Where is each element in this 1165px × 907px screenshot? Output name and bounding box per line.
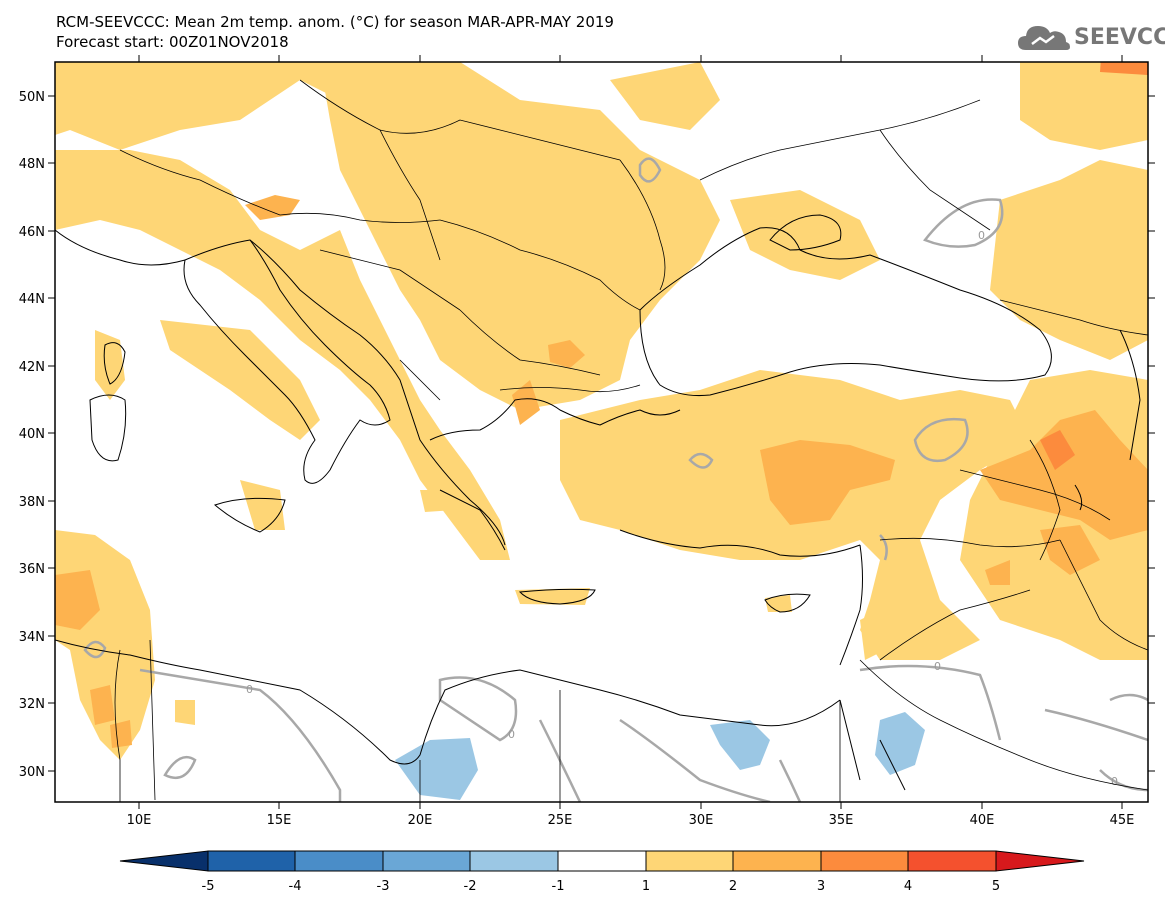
lon-label: 45E — [1110, 813, 1135, 828]
colorbar-tick-label: 2 — [729, 879, 737, 894]
colorbar-segment — [557, 850, 647, 872]
colorbar-segment — [732, 850, 822, 872]
borders — [114, 79, 1148, 802]
colorbar-tick-label: -1 — [552, 879, 565, 894]
lat-label: 50N — [19, 90, 45, 105]
lon-label: 25E — [548, 813, 573, 828]
colorbar-segment — [294, 850, 384, 872]
colorbar: -5 -4 -3 -2 -1 1 2 3 4 5 — [119, 850, 1085, 894]
lat-label: 48N — [19, 157, 45, 172]
cloud-icon — [1018, 26, 1070, 50]
lon-label: 40E — [970, 813, 995, 828]
lat-label: 44N — [19, 292, 45, 307]
colorbar-tick-label: 1 — [642, 879, 650, 894]
lat-label: 46N — [19, 225, 45, 240]
contour-label: 0 — [978, 229, 985, 242]
lon-label: 15E — [267, 813, 292, 828]
colorbar-segment — [382, 850, 471, 872]
lat-label: 32N — [19, 697, 45, 712]
lon-label: 10E — [127, 813, 152, 828]
lon-label: 30E — [689, 813, 714, 828]
lon-label: 35E — [829, 813, 854, 828]
contour-label: 0 — [1111, 775, 1118, 788]
latitude-axis: 50N 48N 46N 44N 42N 40N 38N 36N 34N 32N … — [19, 90, 1155, 780]
lat-label: 36N — [19, 562, 45, 577]
seevccc-logo: SEEVCCC — [1016, 20, 1165, 56]
lat-label: 34N — [19, 630, 45, 645]
lat-label: 38N — [19, 495, 45, 510]
colorbar-tick-label: -3 — [377, 879, 390, 894]
map-title: RCM-SEEVCCC: Mean 2m temp. anom. (°C) fo… — [56, 12, 614, 52]
colorbar-tick-label: -2 — [464, 879, 477, 894]
colorbar-tick-label: 3 — [817, 879, 825, 894]
colorbar-tick-label: 5 — [992, 879, 1000, 894]
contour-label: 0 — [246, 683, 253, 696]
colorbar-segment — [469, 850, 559, 872]
anomaly-2-3-areas — [55, 195, 1148, 748]
lon-label: 20E — [408, 813, 433, 828]
colorbar-tick-label: -5 — [202, 879, 215, 894]
colorbar-tick-label: -4 — [289, 879, 302, 894]
colorbar-tick-label: 4 — [904, 879, 912, 894]
anomaly-neg-areas — [395, 712, 925, 800]
contour-label: 0 — [934, 660, 941, 673]
coastlines — [55, 214, 1141, 791]
title-line-1: RCM-SEEVCCC: Mean 2m temp. anom. (°C) fo… — [56, 13, 614, 31]
colorbar-segment — [995, 850, 1085, 872]
colorbar-segment — [907, 850, 997, 872]
lat-label: 40N — [19, 427, 45, 442]
contour-label: 0 — [508, 728, 515, 741]
anomaly-3-4-areas — [1040, 62, 1148, 470]
map-frame — [54, 61, 1149, 803]
colorbar-segment — [119, 850, 209, 872]
zero-contours — [83, 157, 1148, 802]
colorbar-segment — [645, 850, 734, 872]
anomaly-1-2-areas — [55, 62, 1148, 760]
colorbar-segment — [207, 850, 296, 872]
lat-label: 30N — [19, 765, 45, 780]
colorbar-segment — [820, 850, 909, 872]
contour-labels: 0 0 0 0 0 — [246, 229, 1118, 788]
lat-label: 42N — [19, 360, 45, 375]
title-line-2: Forecast start: 00Z01NOV2018 — [56, 33, 289, 51]
logo-text: SEEVCCC — [1074, 25, 1165, 50]
longitude-axis: 10E 15E 20E 25E 30E 35E 40E 45E — [127, 55, 1135, 828]
